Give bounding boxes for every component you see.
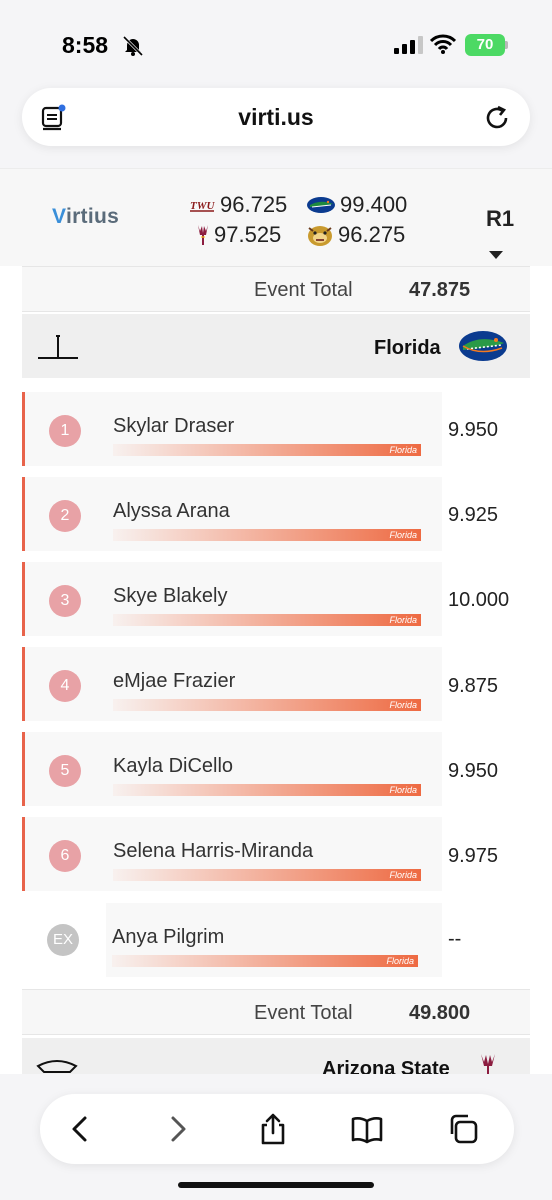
gymnast-score: -- [448,928,462,950]
cell-signal-icon [394,36,423,54]
score-value: 99.400 [340,192,408,217]
team-bar: Florida [112,955,418,967]
battery-tip [505,41,508,49]
team-header-arizona-state: Arizona State [22,1038,530,1074]
order-badge: 2 [49,500,81,532]
score-value: 96.725 [220,192,288,217]
gymnast-name[interactable]: Selena Harris-Miranda [113,840,314,862]
team-bar-label: Florida [386,956,414,966]
score-value: 97.525 [214,222,282,247]
gymnast-name[interactable]: Alyssa Arana [113,500,230,522]
gymnast-name[interactable]: Skye Blakely [113,585,228,607]
back-icon[interactable] [64,1112,98,1146]
team-bar: Florida [113,699,421,711]
team-bar-label: Florida [389,700,417,710]
round-selector[interactable]: R1 [486,206,515,231]
event-total-label: Event Total [254,279,353,301]
order-badge: 5 [49,755,81,787]
gymnast-score: 9.975 [448,845,499,867]
bulldog-logo-icon [308,226,332,246]
url-text[interactable]: virti.us [238,104,314,130]
gymnast-name[interactable]: Skylar Draser [113,415,235,437]
team-bar-label: Florida [389,870,417,880]
silent-bell-icon [122,36,144,56]
event-total-row: Event Total 47.875 [22,266,530,312]
team-bar-label: Florida [389,785,417,795]
team-score-arizona-state: 97.525 [196,222,281,248]
event-total-value: 49.800 [409,1002,471,1024]
florida-gator-logo-icon [307,197,335,213]
virtius-logo: Virtius [52,205,120,228]
home-indicator[interactable] [178,1182,374,1188]
gymnast-row[interactable]: 1 Skylar Draser Florida [22,392,442,466]
team-score-twu: TWU 96.725 [190,192,287,218]
gymnast-row[interactable]: 6 Selena Harris-Miranda Florida [22,817,442,891]
gymnast-score: 9.950 [448,419,499,441]
gymnast-row[interactable]: 4 eMjae Frazier Florida [22,647,442,721]
gymnast-score: 9.875 [448,675,499,697]
team-bar: Florida [113,869,421,881]
address-bar[interactable]: virti.us [22,88,530,146]
team-bar: Florida [113,444,421,456]
browser-address-area: virti.us [0,84,552,168]
wifi-icon [430,34,456,54]
vault-icon [36,1060,78,1073]
forward-icon[interactable] [160,1112,194,1146]
tabs-icon[interactable] [446,1112,480,1146]
event-total-row: Event Total 49.800 [22,989,530,1035]
gymnast-score: 10.000 [448,589,510,611]
gymnast-name[interactable]: Anya Pilgrim [112,926,225,948]
arizona-state-pitchfork-icon [481,1054,495,1074]
gymnast-row[interactable]: 5 Kayla DiCello Florida [22,732,442,806]
team-header-florida: Florida [22,314,530,378]
gymnast-score: 9.950 [448,760,499,782]
team-bar-label: Florida [389,530,417,540]
gymnast-score: 9.925 [448,504,499,526]
gymnast-name[interactable]: Kayla DiCello [113,755,234,777]
page-menu-icon[interactable] [40,104,70,134]
reload-icon[interactable] [482,103,512,133]
browser-toolbar-area [0,1074,552,1200]
gymnast-row[interactable]: 2 Alyssa Arana Florida [22,477,442,551]
team-name: Arizona State [322,1058,450,1074]
share-icon[interactable] [256,1112,290,1146]
team-bar-label: Florida [389,445,417,455]
arizona-state-pitchfork-icon [198,225,208,245]
team-bar: Florida [113,614,421,626]
gymnast-row[interactable]: 3 Skye Blakely Florida [22,562,442,636]
order-badge: 1 [49,415,81,447]
bookmarks-icon[interactable] [350,1112,384,1146]
status-time: 8:58 [62,32,109,58]
battery-indicator: 70 [465,34,505,56]
team-name: Florida [374,337,441,359]
scoreboard-header: Virtius [0,168,552,266]
score-value: 96.275 [338,222,406,247]
team-bar-label: Florida [389,615,417,625]
event-total-label: Event Total [254,1002,353,1024]
order-badge: 4 [49,670,81,702]
order-badge: 3 [49,585,81,617]
gymnast-row-exhibition[interactable]: Anya Pilgrim Florida [106,903,442,977]
twu-logo-icon: TWU [190,200,216,212]
team-bar: Florida [113,529,421,541]
browser-toolbar [40,1094,514,1164]
florida-gator-logo-icon [459,331,507,361]
team-score-bulldogs: 96.275 [306,222,405,248]
chevron-down-icon[interactable] [489,251,503,259]
status-bar: 8:58 70 [0,0,552,84]
team-bar: Florida [113,784,421,796]
gymnast-name[interactable]: eMjae Frazier [113,670,236,692]
team-score-florida: 99.400 [306,192,407,218]
order-badge: 6 [49,840,81,872]
svg-text:TWU: TWU [190,200,216,212]
exhibition-badge: EX [47,924,79,956]
balance-beam-icon [38,335,78,359]
event-total-value: 47.875 [409,279,471,301]
